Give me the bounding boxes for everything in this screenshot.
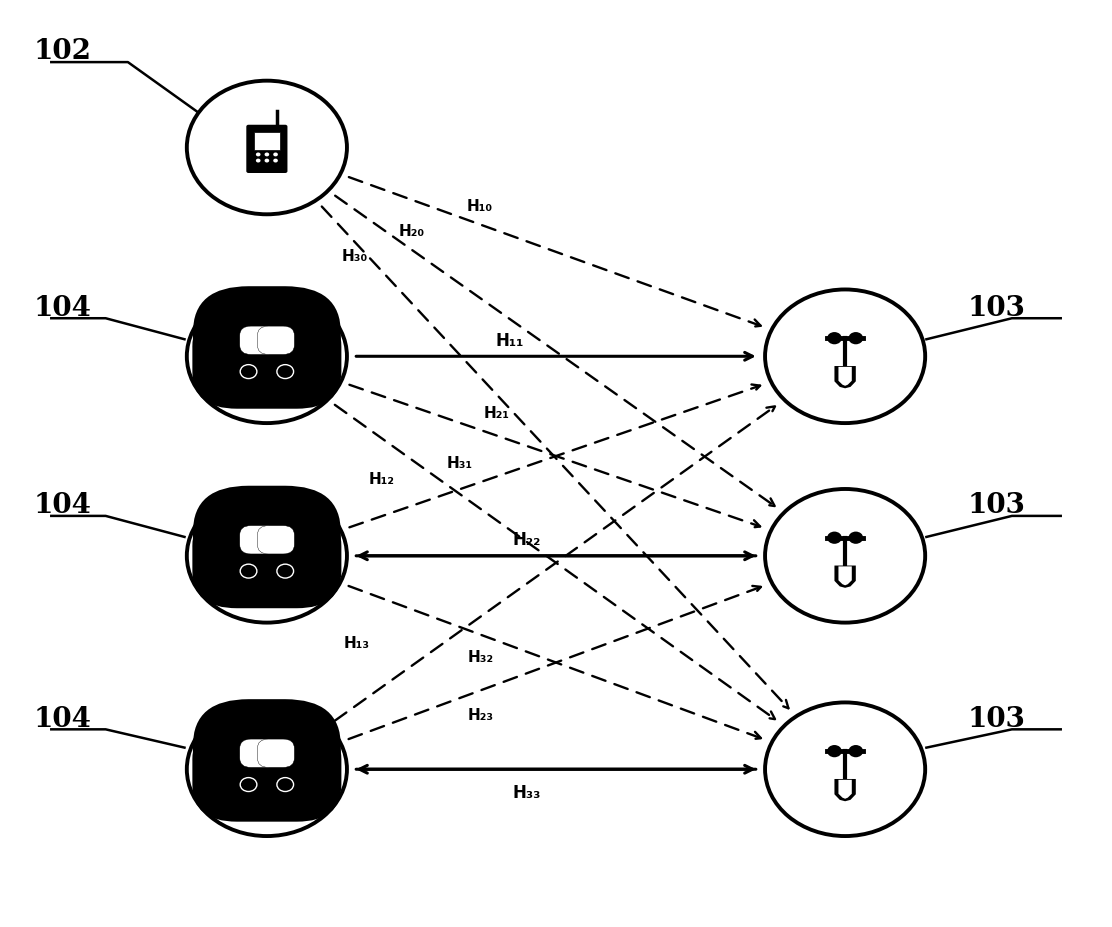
FancyBboxPatch shape xyxy=(192,509,341,608)
Circle shape xyxy=(848,745,863,757)
FancyBboxPatch shape xyxy=(240,740,277,768)
Text: H₂₁: H₂₁ xyxy=(484,406,509,421)
Circle shape xyxy=(277,365,294,379)
Text: 104: 104 xyxy=(33,294,91,322)
PathPatch shape xyxy=(838,780,852,799)
Circle shape xyxy=(765,290,925,424)
Text: 103: 103 xyxy=(967,705,1025,732)
Circle shape xyxy=(240,778,257,792)
Circle shape xyxy=(827,745,842,757)
Text: H₂₂: H₂₂ xyxy=(513,530,542,549)
Circle shape xyxy=(848,532,863,544)
Circle shape xyxy=(277,778,294,792)
Circle shape xyxy=(187,703,347,836)
Text: H₃₂: H₃₂ xyxy=(467,649,494,665)
Text: 103: 103 xyxy=(967,294,1025,322)
Circle shape xyxy=(187,82,347,215)
FancyBboxPatch shape xyxy=(255,133,279,151)
FancyBboxPatch shape xyxy=(193,699,340,806)
Circle shape xyxy=(274,159,278,163)
Circle shape xyxy=(848,333,863,345)
Text: H₁₀: H₁₀ xyxy=(466,198,493,214)
FancyBboxPatch shape xyxy=(258,526,295,554)
Circle shape xyxy=(187,290,347,424)
Text: H₁₃: H₁₃ xyxy=(344,635,369,650)
Circle shape xyxy=(256,153,260,158)
Circle shape xyxy=(765,703,925,836)
PathPatch shape xyxy=(838,367,852,387)
Text: H₃₀: H₃₀ xyxy=(341,248,368,263)
FancyBboxPatch shape xyxy=(258,740,295,768)
Text: H₂₃: H₂₃ xyxy=(467,707,494,723)
Circle shape xyxy=(765,489,925,623)
FancyBboxPatch shape xyxy=(246,125,287,174)
Text: H₃₁: H₃₁ xyxy=(447,456,473,471)
Circle shape xyxy=(240,365,257,379)
Circle shape xyxy=(277,565,294,578)
Text: H₁₂: H₁₂ xyxy=(369,472,395,487)
PathPatch shape xyxy=(834,366,856,389)
FancyBboxPatch shape xyxy=(240,526,277,554)
FancyBboxPatch shape xyxy=(193,287,340,394)
FancyBboxPatch shape xyxy=(258,327,295,355)
Text: 103: 103 xyxy=(967,491,1025,519)
Circle shape xyxy=(265,153,269,158)
Circle shape xyxy=(240,565,257,578)
Text: H₁₁: H₁₁ xyxy=(496,331,524,349)
PathPatch shape xyxy=(838,566,852,586)
Text: H₂₀: H₂₀ xyxy=(398,224,425,239)
Text: 104: 104 xyxy=(33,491,91,519)
PathPatch shape xyxy=(834,779,856,801)
Text: H₃₃: H₃₃ xyxy=(513,783,542,802)
Circle shape xyxy=(265,159,269,163)
Circle shape xyxy=(827,333,842,345)
Circle shape xyxy=(187,489,347,623)
PathPatch shape xyxy=(834,565,856,588)
Text: 102: 102 xyxy=(33,37,91,65)
Circle shape xyxy=(274,153,278,158)
Circle shape xyxy=(256,159,260,163)
FancyBboxPatch shape xyxy=(192,310,341,410)
Circle shape xyxy=(827,532,842,544)
Text: 104: 104 xyxy=(33,705,91,732)
FancyBboxPatch shape xyxy=(240,327,277,355)
FancyBboxPatch shape xyxy=(193,486,340,593)
FancyBboxPatch shape xyxy=(192,723,341,821)
